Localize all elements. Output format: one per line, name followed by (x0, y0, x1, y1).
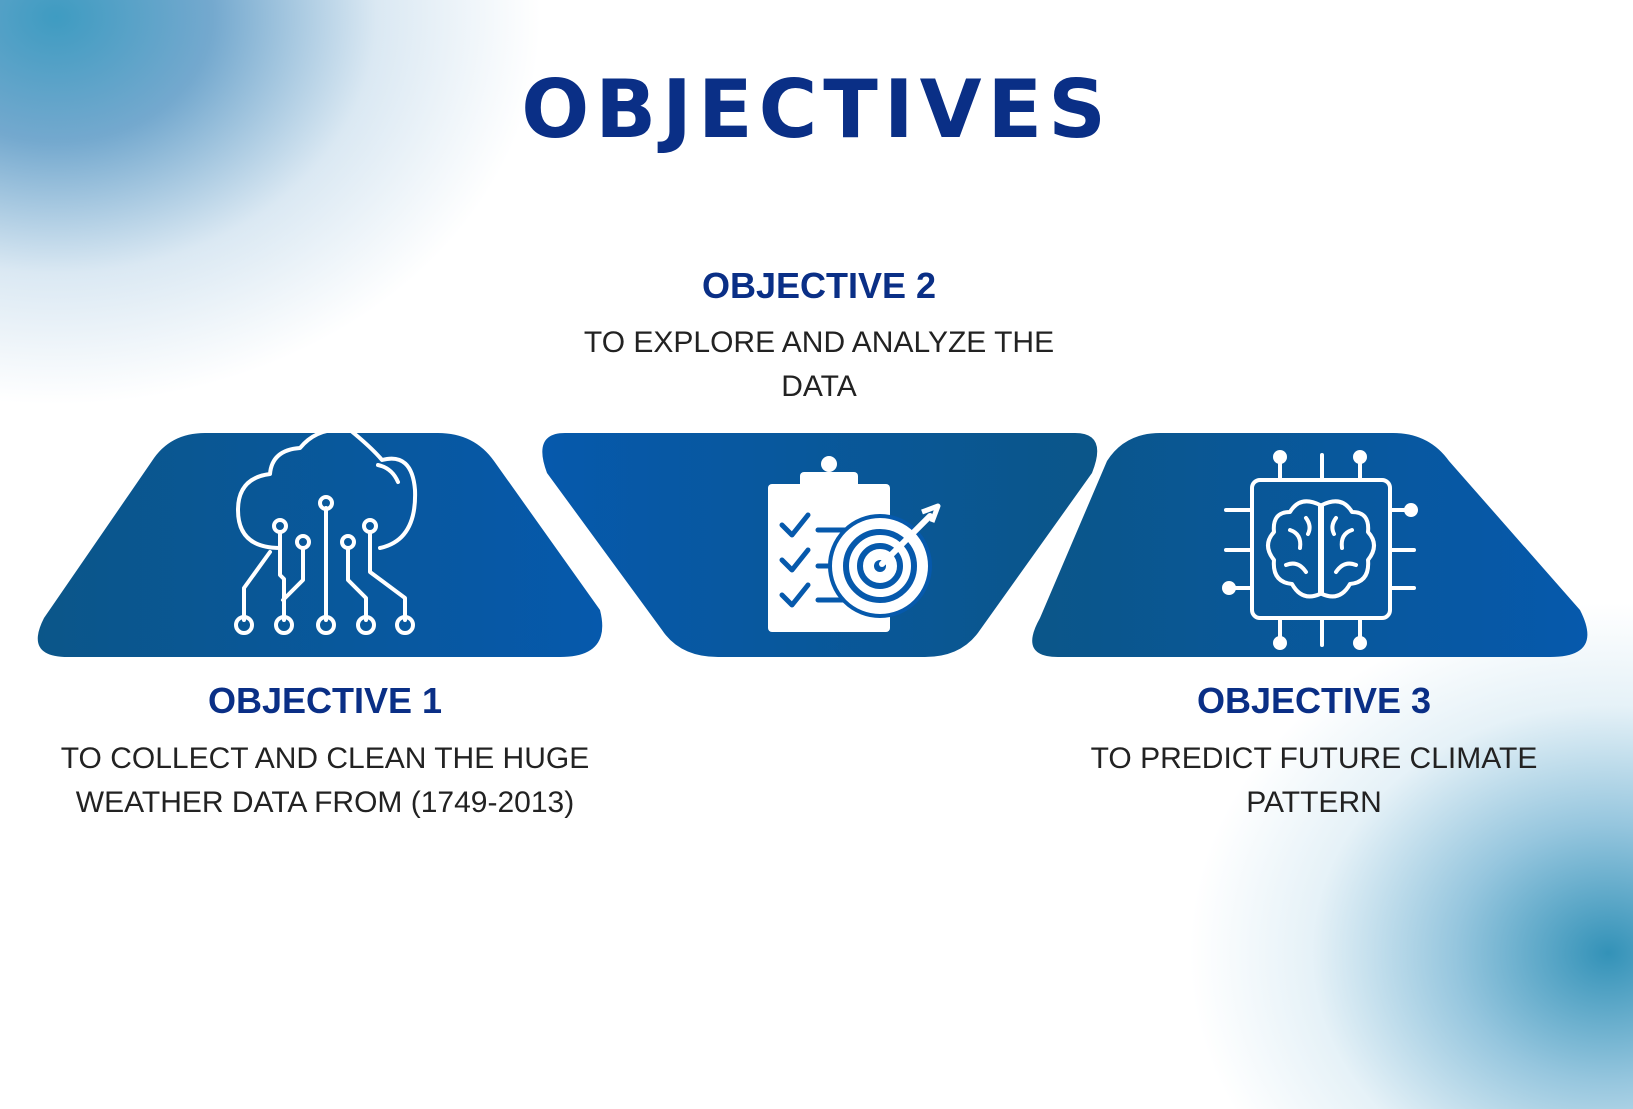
clipboard-target-icon (768, 456, 941, 632)
objective-3-description-line-1: TO PREDICT FUTURE CLIMATE (1090, 742, 1538, 775)
objective-1-shape (37, 433, 603, 657)
page-title: OBJECTIVES (521, 63, 1112, 156)
objective-3-description: TO PREDICT FUTURE CLIMATE PATTERN (1014, 737, 1614, 825)
objectives-diagram (37, 427, 1588, 657)
objective-1-description-line-1: TO COLLECT AND CLEAN THE HUGE (60, 742, 590, 775)
objective-3-shape (1032, 433, 1588, 657)
objective-3-description-line-2: PATTERN (1246, 786, 1382, 819)
objective-2-description: TO EXPLORE AND ANALYZE THE DATA (519, 321, 1119, 409)
brain-chip-icon (1222, 450, 1418, 650)
objective-1-description: TO COLLECT AND CLEAN THE HUGE WEATHER DA… (25, 737, 625, 825)
objective-2-description-line-2: DATA (781, 370, 857, 403)
cloud-circuit-icon (234, 427, 418, 635)
objective-1-description-line-2: WEATHER DATA FROM (1749-2013) (75, 786, 575, 819)
objective-2-heading: OBJECTIVE 2 (701, 265, 937, 306)
objective-2-description-line-1: TO EXPLORE AND ANALYZE THE (583, 326, 1055, 359)
objective-3-heading: OBJECTIVE 3 (1196, 680, 1432, 721)
objective-1-heading: OBJECTIVE 1 (207, 680, 443, 721)
